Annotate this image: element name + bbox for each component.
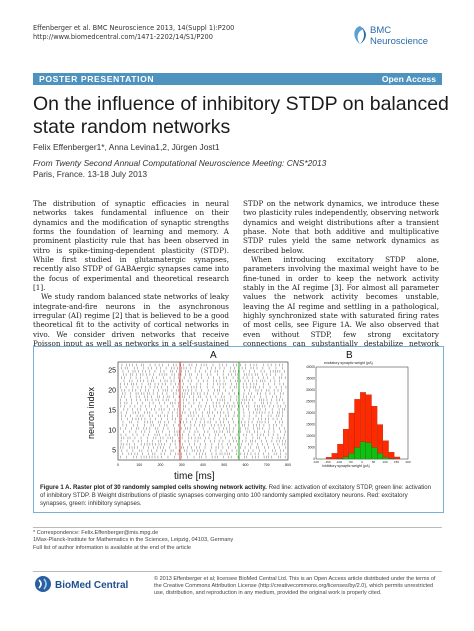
excitatory-bar <box>325 457 332 460</box>
histogram-xtick-label: 150 <box>394 460 399 464</box>
raster-xtick-label: 300 <box>179 463 185 467</box>
histogram-ytick-label: 5000 <box>308 446 315 450</box>
panel-a-label: A <box>210 350 217 361</box>
inhibitory-bar <box>365 442 372 460</box>
bmc-swirl-icon <box>354 26 366 44</box>
raster-ytick-label: 5 <box>112 448 116 455</box>
inhibitory-bar <box>382 457 389 460</box>
raster-ytick-label: 15 <box>108 408 116 415</box>
article-type-banner: POSTER PRESENTATION Open Access <box>33 73 442 85</box>
biomed-central-wordmark: BioMed Central <box>55 580 129 591</box>
poster-presentation-label: POSTER PRESENTATION <box>39 74 155 84</box>
citation-url[interactable]: http://www.biomedcentral.com/1471-2202/1… <box>33 33 213 41</box>
figure-caption: Figure 1 A. Raster plot of 30 randomly s… <box>40 484 435 507</box>
correspondence: * Correspondence: Felix.Effenberger@mis.… <box>33 530 159 536</box>
raster-xtick-label: 600 <box>243 463 249 467</box>
license-text: © 2013 Effenberger et al; licensee BioMe… <box>154 576 436 597</box>
inhibitory-bar <box>354 447 361 460</box>
histogram-xlabel: inhibitory synaptic weight (pA) <box>322 464 370 468</box>
raster-xlabel: time [ms] <box>174 471 215 482</box>
panel-b-label: B <box>346 350 353 361</box>
histogram-ytick-label: 20000 <box>306 411 315 415</box>
weight-histogram: 40000 35000 30000 25000 20000 15000 10000 5000 0… <box>306 365 411 464</box>
caption-text: Red line: activation of excitatory STDP,… <box>40 484 432 507</box>
raster-xtick-label: 100 <box>136 463 142 467</box>
citation-journal: Effenberger et al. BMC Neuroscience 2013… <box>33 24 235 32</box>
paragraph: The distribution of synaptic efficacies … <box>33 199 229 293</box>
logo-journal: Neuroscience <box>370 35 429 47</box>
excitatory-bar <box>348 412 355 460</box>
title-line-2: state random networks <box>33 116 231 138</box>
histogram-ytick-label: 35000 <box>306 377 315 381</box>
body-column-left: The distribution of synaptic efficacies … <box>33 199 229 367</box>
inhibitory-bar <box>343 456 349 460</box>
histogram-xtick-label: -100 <box>336 460 342 464</box>
biomed-central-icon <box>35 576 51 592</box>
citation-block: Effenberger et al. BMC Neuroscience 2013… <box>33 24 333 42</box>
histogram-ytick-label: 15000 <box>306 423 315 427</box>
histogram-xtick-label: 100 <box>382 460 387 464</box>
histogram-xtick-label: -150 <box>324 460 330 464</box>
figure-1: A neuron index time [ms] 25 20 15 10 5 0 100 20… <box>33 346 444 513</box>
raster-ylabel: neuron index <box>86 386 96 439</box>
excitatory-bar <box>337 443 344 460</box>
raster-ytick-label: 10 <box>108 428 116 435</box>
excitatory-bar <box>388 452 395 460</box>
raster-yticks: 25 20 15 10 5 0 100 200 300 400 500 600 700 800 <box>108 368 291 468</box>
footnote-divider <box>33 527 442 528</box>
raster-ytick-label: 20 <box>108 388 116 395</box>
affiliation: 1Max-Planck-Institute for Mathematics in… <box>33 537 234 544</box>
histogram-xtick-label: 50 <box>372 460 376 464</box>
excitatory-bar <box>331 453 338 460</box>
raster-xtick-label: 200 <box>158 463 164 467</box>
conference-line-1: From Twenty Second Annual Computational … <box>33 158 327 168</box>
conference-line-2: Paris, France. 13-18 July 2013 <box>33 169 148 179</box>
author-list: Felix Effenberger1*, Anna Levina1,2, Jür… <box>33 142 220 152</box>
open-access-label: Open Access <box>381 74 436 84</box>
histogram-ytick-label: 25000 <box>306 400 315 404</box>
footnotes: * Correspondence: Felix.Effenberger@mis.… <box>33 530 243 552</box>
raster-xtick-label: 0 <box>117 463 119 467</box>
inhibitory-bar <box>360 441 366 460</box>
raster-xtick-label: 400 <box>200 463 206 467</box>
raster-ytick-label: 25 <box>108 368 116 375</box>
caption-title: Figure 1 A. Raster plot of 30 randomly s… <box>40 484 267 491</box>
title-line-1: On the influence of inhibitory STDP on b… <box>33 93 449 115</box>
bmc-neuroscience-logo: BMC Neuroscience <box>350 22 442 52</box>
author-info-note: Full list of author information is avail… <box>33 544 191 551</box>
histogram-ytick-label: 40000 <box>306 365 315 369</box>
body-column-right: STDP on the network dynamics, we introdu… <box>243 199 439 367</box>
histogram-ytick-label: 10000 <box>306 434 315 438</box>
histogram-xtick-label: -50 <box>348 460 353 464</box>
raster-xtick-label: 800 <box>285 463 291 467</box>
histogram-ytick-label: 0 <box>313 457 315 461</box>
logo-bmc: BMC <box>370 25 392 36</box>
paragraph: STDP on the network dynamics, we introdu… <box>243 199 439 255</box>
histogram-ytick-label: 30000 <box>306 388 315 392</box>
histogram-title: excitatory synaptic weight (pA) <box>324 361 373 365</box>
inhibitory-bar <box>371 447 378 460</box>
histogram-xtick-label: 200 <box>405 460 410 464</box>
excitatory-bar <box>394 456 401 460</box>
inhibitory-bar <box>377 453 383 460</box>
histogram-xtick-label: -100 <box>313 460 319 464</box>
raster-plot <box>117 361 289 461</box>
license-divider <box>33 571 442 572</box>
conference-info: From Twenty Second Annual Computational … <box>33 158 326 180</box>
excitatory-bar <box>382 440 389 460</box>
histogram-xtick-label: 0 <box>361 460 363 464</box>
raster-xtick-label: 700 <box>264 463 270 467</box>
inhibitory-bar <box>348 453 355 460</box>
biomed-central-logo: BioMed Central <box>33 573 143 595</box>
article-title: On the influence of inhibitory STDP on b… <box>33 93 453 139</box>
raster-xtick-label: 500 <box>221 463 227 467</box>
excitatory-bar <box>343 429 349 460</box>
